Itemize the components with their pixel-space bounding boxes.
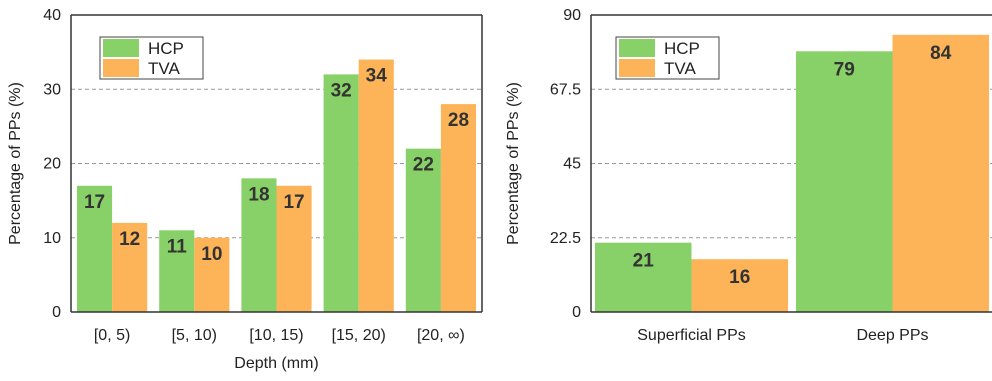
legend-swatch-tva xyxy=(103,59,139,77)
legend-label-hcp: HCP xyxy=(148,39,184,58)
x-tick-label: [0, 5) xyxy=(94,327,130,344)
bar-value-label: 12 xyxy=(119,229,140,250)
bar-tva xyxy=(112,222,148,312)
legend-swatch-hcp xyxy=(103,39,139,57)
y-tick-label: 30 xyxy=(43,81,61,98)
x-tick-label: [5, 10) xyxy=(172,327,217,344)
legend-swatch-hcp xyxy=(619,39,655,57)
bar-value-label: 17 xyxy=(283,192,304,213)
y-axis-title: Percentage of PPs (%) xyxy=(505,82,522,245)
bar-value-label: 22 xyxy=(413,155,434,176)
bar-value-label: 32 xyxy=(331,80,352,101)
bar-hcp xyxy=(595,242,692,312)
x-tick-label: [20, ∞) xyxy=(417,327,465,344)
y-tick-label: 45 xyxy=(563,156,581,173)
y-tick-label: 90 xyxy=(563,7,581,24)
y-tick-label: 0 xyxy=(52,304,61,321)
bar-value-label: 21 xyxy=(633,251,655,272)
legend-label-tva: TVA xyxy=(148,59,180,78)
bar-tva xyxy=(276,185,312,312)
bar-value-label: 16 xyxy=(729,267,750,288)
chart-1: 0 10 20 30 40 17 12 [0, 5) 11 10 [5, 10) 18 17 [10, 1… xyxy=(7,7,483,372)
bar-value-label: 28 xyxy=(448,110,469,131)
y-axis-title: Percentage of PPs (%) xyxy=(7,82,24,245)
bar-hcp xyxy=(405,148,441,312)
bar-tva xyxy=(358,59,394,312)
bar-value-label: 17 xyxy=(84,192,105,213)
bar-hcp xyxy=(241,178,277,312)
y-tick-label: 0 xyxy=(572,304,581,321)
bar-value-label: 34 xyxy=(366,66,388,87)
chart-2: 0 22.5 45 67.5 90 21 16 Superficial PPs 79 84 Deep… xyxy=(505,7,992,344)
y-tick-label: 22.5 xyxy=(550,230,581,247)
y-tick-label: 10 xyxy=(43,230,61,247)
legend-label-hcp: HCP xyxy=(664,39,700,58)
x-tick-label: Superficial PPs xyxy=(637,327,746,344)
bar-tva xyxy=(440,104,476,312)
x-tick-label: [15, 20) xyxy=(332,327,386,344)
legend-swatch-tva xyxy=(619,59,655,77)
bar-tva xyxy=(691,259,788,312)
bar-value-label: 84 xyxy=(930,43,952,64)
bar-hcp xyxy=(796,51,893,313)
bar-tva xyxy=(892,34,989,313)
bar-hcp xyxy=(159,230,195,312)
bar-value-label: 18 xyxy=(248,184,269,205)
x-tick-label: [10, 15) xyxy=(249,327,303,344)
y-tick-label: 20 xyxy=(43,156,61,173)
bar-tva xyxy=(194,237,230,312)
bar-value-label: 11 xyxy=(167,236,188,257)
bar-value-label: 10 xyxy=(201,244,222,265)
y-tick-label: 67.5 xyxy=(550,81,581,98)
bar-hcp xyxy=(77,185,113,312)
bar-value-label: 79 xyxy=(834,59,855,80)
bar-hcp xyxy=(323,74,359,313)
x-axis-title: Depth (mm) xyxy=(234,355,318,372)
y-tick-label: 40 xyxy=(43,7,61,24)
x-tick-label: Deep PPs xyxy=(856,327,928,344)
legend-label-tva: TVA xyxy=(664,59,696,78)
